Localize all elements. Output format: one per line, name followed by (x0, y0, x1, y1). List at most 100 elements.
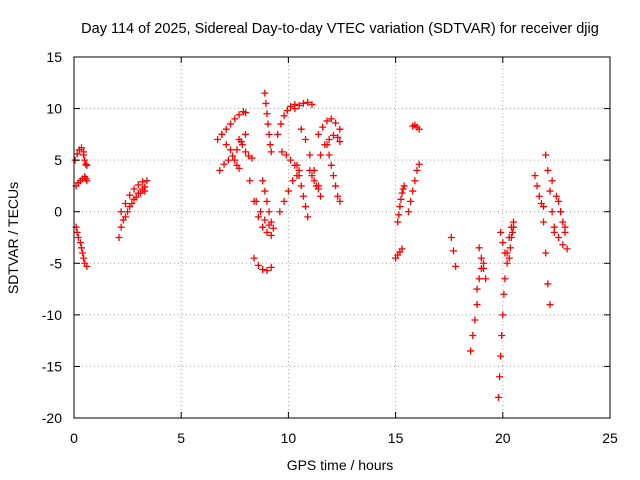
data-point (297, 125, 305, 133)
data-point (334, 133, 342, 141)
data-point (325, 136, 333, 144)
data-point (242, 109, 250, 117)
data-point (263, 228, 271, 236)
data-point (498, 331, 506, 339)
series-arc-26 (323, 141, 344, 205)
data-point (235, 111, 243, 119)
data-point (299, 192, 307, 200)
data-point (409, 187, 417, 195)
data-point (503, 259, 511, 267)
data-point (263, 110, 271, 118)
data-point (291, 105, 299, 113)
data-point (507, 234, 515, 241)
series-arc-34 (473, 259, 488, 293)
data-point (447, 234, 455, 241)
data-point (546, 187, 554, 195)
series-arc-18 (276, 172, 301, 216)
data-point (473, 301, 481, 309)
x-tick-labels: 0 5 10 15 20 25 (70, 430, 618, 446)
data-point (128, 199, 136, 207)
data-point (496, 373, 504, 381)
data-point (82, 160, 90, 168)
data-point (284, 187, 292, 195)
data-point (544, 280, 552, 288)
series-arc-43 (550, 223, 571, 253)
data-point (80, 151, 88, 159)
data-point (267, 231, 275, 239)
data-point (79, 249, 87, 257)
data-point (475, 275, 483, 283)
data-point (327, 161, 335, 169)
y-tick-label: -5 (50, 255, 63, 271)
data-point (398, 189, 406, 197)
data-point (477, 264, 485, 272)
data-point (473, 285, 481, 293)
data-point (78, 244, 86, 252)
data-point (550, 223, 558, 231)
data-points (71, 89, 571, 401)
data-point (552, 192, 560, 200)
data-point (293, 161, 301, 169)
data-point (497, 352, 505, 360)
data-point (304, 98, 312, 106)
data-point (467, 347, 475, 355)
data-point (495, 393, 503, 401)
data-point (508, 228, 516, 236)
data-point (81, 156, 89, 164)
data-point (555, 234, 563, 241)
data-point (80, 254, 88, 262)
data-point (265, 130, 273, 138)
data-point (297, 182, 305, 190)
data-point (399, 185, 407, 193)
data-point (278, 148, 286, 156)
data-point (261, 89, 269, 97)
data-point (398, 245, 406, 253)
data-point (394, 218, 402, 226)
series-arc-06 (117, 177, 151, 216)
data-point (74, 234, 82, 241)
series-arc-32 (467, 301, 481, 355)
series-arc-40 (542, 151, 558, 236)
data-point (231, 156, 239, 164)
data-point (132, 193, 140, 201)
series-arc-11 (235, 136, 256, 162)
data-point (314, 130, 322, 138)
y-tick-label: -20 (42, 410, 62, 426)
data-point (218, 130, 226, 138)
data-point (117, 223, 125, 231)
data-point (289, 177, 297, 185)
data-point (334, 192, 342, 200)
y-axis-label: SDTVAR / TECUs (5, 182, 21, 294)
data-point (415, 160, 423, 168)
data-point (136, 189, 144, 197)
series-arc-27 (392, 245, 406, 262)
data-point (336, 138, 344, 146)
data-point (535, 192, 543, 200)
data-point (233, 146, 241, 154)
data-point (475, 244, 483, 252)
series-arc-13 (250, 254, 275, 275)
data-point (306, 151, 314, 159)
x-axis-label: GPS time / hours (287, 457, 394, 473)
data-point (246, 177, 254, 185)
series-arc-33 (475, 244, 490, 283)
data-point (250, 254, 258, 262)
data-point (544, 166, 552, 174)
data-point (302, 203, 310, 211)
series-arc-41 (540, 218, 554, 309)
data-point (238, 141, 246, 149)
data-point (224, 156, 232, 164)
data-point (563, 245, 571, 253)
data-point (501, 275, 509, 283)
data-point (227, 146, 235, 154)
data-point (287, 103, 295, 111)
x-tick-label: 20 (495, 430, 511, 446)
data-point (235, 164, 243, 172)
x-tick-label: 15 (388, 430, 404, 446)
data-point (295, 172, 303, 180)
series-arc-16 (259, 177, 275, 226)
data-point (557, 208, 565, 216)
data-point (134, 181, 142, 189)
data-point (336, 197, 344, 205)
data-point (308, 100, 316, 108)
